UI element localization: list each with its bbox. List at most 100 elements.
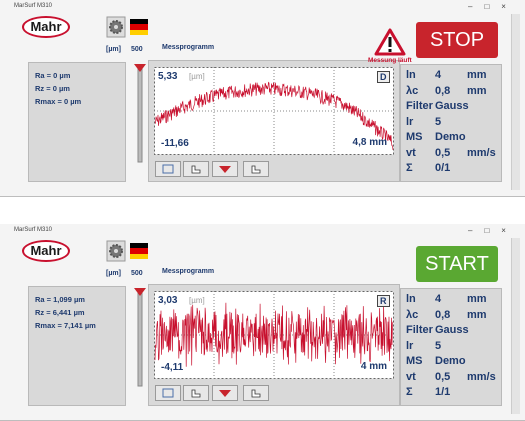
slider-handle (134, 288, 146, 296)
result-value: Rz = 0 µm (35, 84, 70, 93)
warning-mark (388, 37, 392, 47)
parameter-text: MS (406, 355, 423, 367)
parameter-text: Gauss (435, 100, 469, 112)
scale-value: 500 (131, 270, 143, 277)
tool-button[interactable] (212, 161, 238, 177)
start-icon (162, 388, 174, 398)
parameter-text: mm (467, 69, 487, 81)
parameter-panel: ln 4 mm λc 0,8 mm Filter Gauss lr 5 MS Demo vt 0,5 mm/… (400, 64, 502, 182)
window-controls[interactable]: –□× (468, 2, 518, 11)
title-bar-text: MarSurf M310 (14, 227, 53, 233)
parameter-text: 1/1 (435, 386, 451, 398)
parameter-text: lr (406, 339, 414, 352)
chart-y-max: 5,33 (158, 71, 178, 82)
scale-slider[interactable] (133, 60, 147, 164)
profile-curve (154, 302, 394, 367)
parameter-text: Demo (435, 131, 466, 143)
start-stop-button[interactable]: START (416, 246, 498, 282)
title-bar-text: MarSurf M310 (14, 3, 53, 9)
parameter-text: Σ (406, 162, 413, 174)
slider-track (137, 65, 143, 163)
tool-icon (162, 388, 174, 398)
hand-icon (251, 165, 261, 174)
parameter-text: ln (406, 293, 416, 305)
result-value: Ra = 0 µm (35, 71, 71, 80)
app-window: MarSurf M310 –□× Mahr [µm] 500 Messprogramm Ra… (0, 0, 525, 197)
chart-length: 4 mm (360, 361, 387, 372)
parameter-text: λc (406, 84, 419, 97)
flag-red (130, 248, 148, 254)
gear-hole (114, 249, 118, 253)
warning-dot (388, 49, 392, 52)
parameter-text: 0,5 (435, 146, 451, 159)
parameter-text: mm/s (467, 146, 496, 159)
profile-chart (154, 67, 394, 155)
scale-slider[interactable] (133, 284, 147, 388)
tool-button[interactable] (243, 161, 269, 177)
tool-icon (219, 390, 231, 397)
tool-button[interactable] (155, 385, 181, 401)
tool-button[interactable] (243, 385, 269, 401)
chart-y-min: -11,66 (161, 138, 189, 149)
tool-button[interactable] (183, 161, 209, 177)
parameter-text: mm/s (467, 370, 496, 383)
parameter-text: Filter (406, 324, 433, 336)
parameter-text: 0,8 (435, 308, 451, 321)
window-controls[interactable]: –□× (468, 226, 518, 235)
scale-unit: [µm] (106, 270, 121, 277)
down-arrow (219, 390, 231, 397)
flag-gold (130, 30, 148, 35)
tool-button[interactable] (183, 385, 209, 401)
app-window: MarSurf M310 –□× Mahr [µm] 500 Messprogramm Ra… (0, 224, 525, 421)
parameter-text: ln (406, 69, 416, 81)
program-label: Messprogramm (162, 44, 215, 51)
flag-black (130, 243, 148, 248)
chart-y-min: -4,11 (161, 362, 184, 373)
parameter-text: 4 (435, 293, 442, 305)
hand-icon (251, 389, 261, 398)
slider-handle (134, 64, 146, 72)
flag-gold (130, 254, 148, 259)
warning-icon (374, 28, 406, 56)
hand-icon (191, 389, 201, 398)
chart-panel: 3,03 [µm] R -4,11 4 mm (148, 284, 400, 406)
parameter-text: Filter (406, 100, 433, 112)
tool-icon (251, 389, 261, 398)
scrollbar[interactable] (511, 14, 520, 190)
profile-chart (154, 291, 394, 379)
status-text: Messung läuft (368, 57, 412, 64)
settings-icons[interactable] (106, 16, 152, 38)
parameter-text: lr (406, 115, 414, 128)
parameter-text: vt (406, 370, 416, 383)
chart-y-unit: [µm] (189, 72, 205, 81)
chart-mode: D (377, 71, 390, 83)
start-icon (162, 164, 174, 174)
settings-icons[interactable] (106, 240, 152, 262)
parameter-text: mm (467, 293, 487, 305)
result-value: Ra = 1,099 µm (35, 295, 85, 304)
profile-curve (154, 81, 394, 151)
tool-button[interactable] (155, 161, 181, 177)
start-stop-button[interactable]: STOP (416, 22, 498, 58)
parameter-text: MS (406, 131, 423, 143)
parameter-text: vt (406, 146, 416, 159)
chart-y-max: 3,03 (158, 295, 178, 306)
parameter-text: Gauss (435, 324, 469, 336)
parameter-text: λc (406, 308, 419, 321)
tool-icon (191, 389, 201, 398)
chart-mode: R (377, 295, 390, 307)
chart-y-unit: [µm] (189, 296, 205, 305)
parameter-text: 0,8 (435, 84, 451, 97)
tool-icon (191, 165, 201, 174)
parameter-panel: ln 4 mm λc 0,8 mm Filter Gauss lr 5 MS Demo vt 0,5 mm/… (400, 288, 502, 406)
logo: Mahr (22, 240, 70, 262)
scale-unit: [µm] (106, 46, 121, 53)
tool-icon (162, 164, 174, 174)
slider-track (137, 289, 143, 387)
tool-button[interactable] (212, 385, 238, 401)
parameter-text: mm (467, 84, 487, 97)
scrollbar[interactable] (511, 238, 520, 414)
tool-icon (251, 165, 261, 174)
parameter-text: Σ (406, 386, 413, 398)
